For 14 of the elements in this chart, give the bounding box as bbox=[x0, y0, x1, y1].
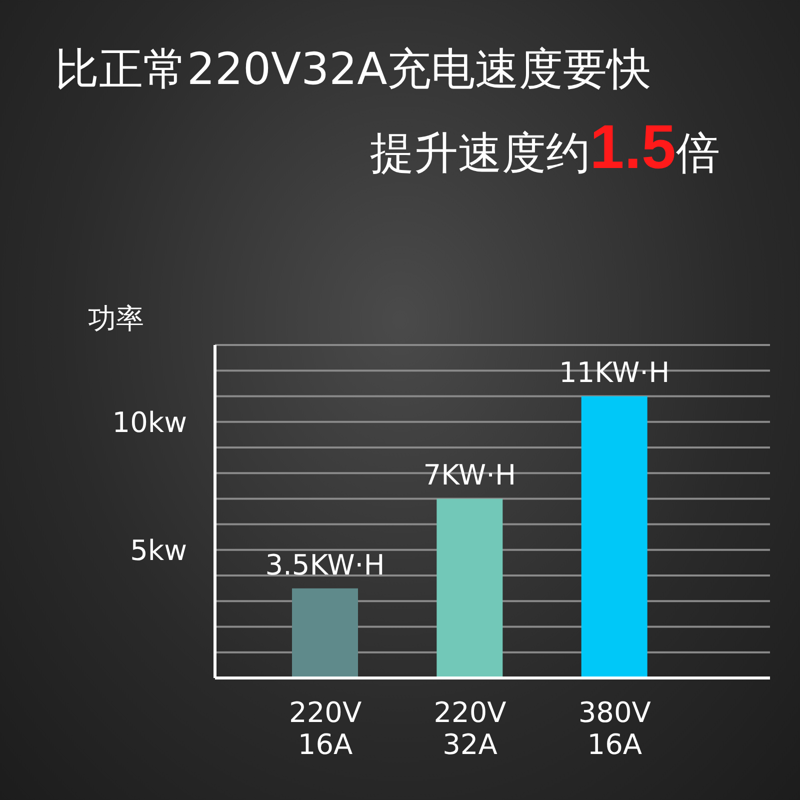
chart-subtitle: 提升速度约1.5倍 bbox=[370, 113, 720, 182]
bar bbox=[581, 396, 648, 678]
bar bbox=[436, 498, 503, 678]
x-tick-label: 380V 16A bbox=[578, 696, 651, 761]
y-tick-label: 5kw bbox=[130, 534, 187, 567]
y-tick-label: 10kw bbox=[112, 406, 187, 439]
x-tick-label: 220V 32A bbox=[434, 696, 506, 761]
x-tick-label: 220V 16A bbox=[289, 696, 362, 761]
data-label: 7KW·H bbox=[423, 458, 516, 492]
data-label: 11KW·H bbox=[559, 356, 670, 390]
data-label: 3.5KW·H bbox=[265, 548, 385, 582]
chart-title: 比正常220V32A充电速度要快 bbox=[55, 43, 652, 97]
bar bbox=[292, 588, 358, 678]
y-axis-title: 功率 bbox=[88, 301, 144, 337]
